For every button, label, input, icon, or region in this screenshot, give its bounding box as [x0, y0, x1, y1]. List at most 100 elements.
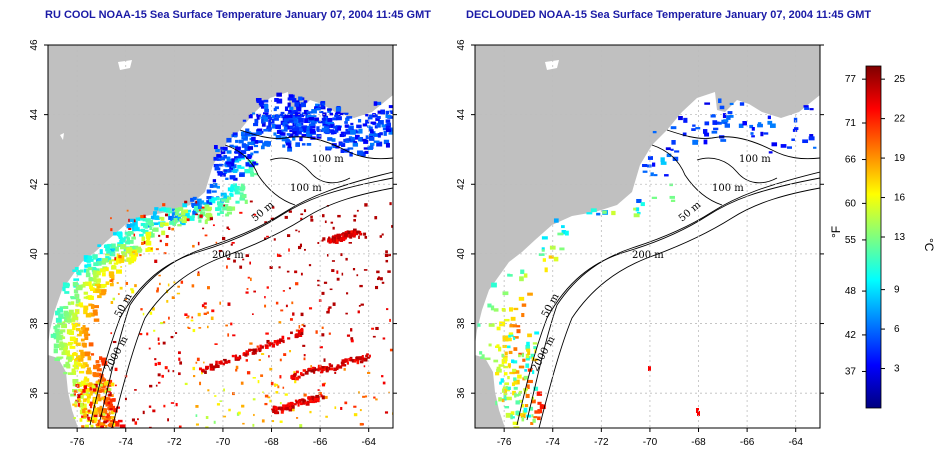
sst-cell [89, 404, 93, 409]
sst-cell [248, 348, 251, 352]
sst-cell [343, 112, 349, 115]
sst-cell [665, 147, 671, 151]
sst-cell [250, 172, 255, 177]
sst-cell [496, 326, 501, 331]
sst-cell [542, 258, 546, 262]
sst-cell [321, 366, 325, 369]
fahrenheit-tick-label: 77 [845, 74, 857, 85]
sst-cell [64, 345, 68, 350]
sst-cell [803, 105, 809, 108]
sst-cell [131, 236, 136, 240]
sst-cell [286, 114, 292, 118]
sst-cell [268, 355, 270, 358]
sst-cell [354, 134, 360, 140]
sst-cell [302, 127, 306, 132]
sst-cell [376, 123, 381, 128]
sst-cell [270, 381, 274, 386]
sst-cell [825, 111, 829, 113]
sst-cell [660, 161, 667, 165]
right-lon-tick-label: -76 [497, 437, 512, 448]
sst-cell [238, 411, 241, 415]
sst-cell [280, 410, 284, 414]
sst-cell [670, 148, 674, 151]
sst-cell [230, 184, 234, 187]
sst-cell [126, 223, 131, 229]
sst-cell [289, 350, 292, 353]
fahrenheit-tick-label: 48 [845, 286, 857, 297]
sst-cell [192, 244, 195, 248]
sst-cell [245, 254, 250, 258]
sst-cell [256, 131, 262, 136]
sst-cell [149, 384, 153, 388]
sst-cell [120, 255, 125, 261]
sst-cell [247, 141, 254, 145]
sst-cell [374, 125, 378, 129]
sst-cell [204, 234, 208, 237]
sst-cell [182, 203, 188, 208]
sst-cell [308, 368, 312, 372]
sst-cell [359, 409, 362, 412]
sst-cell [266, 235, 269, 238]
sst-cell [544, 267, 548, 273]
sst-cell [346, 116, 353, 119]
sst-cell [505, 385, 508, 390]
sst-cell [225, 161, 232, 165]
sst-cell [338, 365, 343, 369]
sst-cell [82, 281, 87, 286]
sst-cell [215, 363, 218, 368]
sst-cell [173, 217, 178, 223]
sst-cell [521, 353, 524, 358]
sst-cell [275, 124, 281, 129]
sst-cell [398, 113, 404, 117]
sst-cell [103, 396, 106, 400]
sst-cell [239, 197, 246, 201]
sst-cell [206, 213, 213, 216]
sst-cell [181, 210, 186, 216]
sst-cell [98, 389, 102, 393]
sst-cell [291, 408, 295, 412]
sst-cell [372, 335, 376, 338]
sst-cell [69, 345, 76, 349]
right-grid-lines [475, 45, 820, 428]
sst-cell [268, 122, 272, 127]
sst-cell [349, 151, 353, 157]
sst-cell [134, 421, 138, 425]
sst-cell [650, 172, 654, 177]
sst-cell [195, 361, 198, 364]
sst-cell [503, 394, 507, 400]
sst-cell [265, 332, 269, 335]
sst-cell [276, 253, 281, 257]
sst-cell [59, 341, 64, 345]
sst-cell [288, 110, 292, 113]
sst-cell [503, 318, 510, 322]
sst-cell [131, 418, 136, 422]
sst-cell [553, 218, 559, 223]
sst-cell [364, 235, 368, 239]
sst-cell [155, 248, 159, 251]
sst-cell [288, 94, 294, 98]
sst-cell [232, 392, 235, 396]
sst-cell [530, 353, 535, 359]
sst-cell [292, 131, 298, 135]
sst-cell [259, 344, 262, 349]
sst-cell [301, 133, 308, 137]
sst-cell [198, 219, 202, 223]
sst-cell [301, 112, 306, 116]
sst-cell [391, 225, 393, 228]
sst-cell [95, 268, 100, 272]
sst-cell [400, 102, 404, 106]
sst-cell [233, 259, 236, 263]
sst-cell [85, 382, 88, 385]
sst-cell [513, 426, 520, 428]
sst-cell [191, 214, 195, 219]
sst-cell [296, 106, 302, 112]
sst-cell [295, 329, 299, 332]
sst-cell [511, 382, 516, 387]
sst-cell [205, 366, 209, 370]
sst-cell [279, 358, 282, 362]
sst-cell [235, 139, 239, 143]
sst-cell [288, 248, 290, 252]
sst-cell [167, 369, 170, 373]
